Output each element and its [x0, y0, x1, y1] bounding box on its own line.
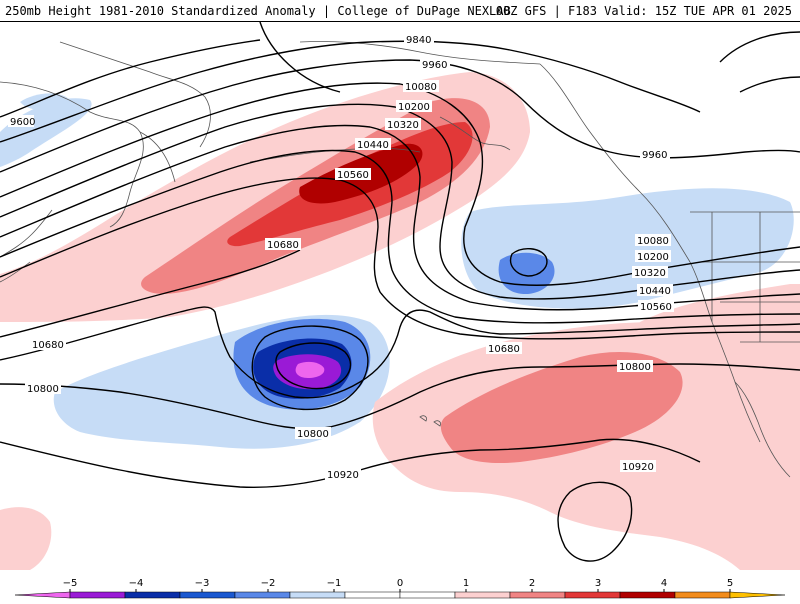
legend-color-swatch — [344, 591, 401, 599]
legend-tick-label: −3 — [195, 578, 210, 589]
contour-label-10680-b: 10680 — [32, 340, 64, 351]
map-header: 250mb Height 1981-2010 Standardized Anom… — [0, 0, 800, 22]
contour-label-10800-a: 10800 — [27, 384, 59, 395]
legend-color-swatch — [454, 591, 511, 599]
contour-label-10680-a: 10680 — [267, 240, 299, 251]
contour-label-10320-b: 10320 — [634, 268, 666, 279]
contour-labels: 9840 9960 9960 9600 10080 10080 10200 10… — [8, 33, 674, 481]
contour-label-10200-a: 10200 — [398, 102, 430, 113]
contour-label-10200-b: 10200 — [637, 252, 669, 263]
color-legend: −5 −4 −3 −2 −1 0 1 2 3 4 5 — [0, 570, 800, 600]
contour-label-10680-c: 10680 — [488, 344, 520, 355]
contour-label-10440-a: 10440 — [357, 140, 389, 151]
contour-label-10800-c: 10800 — [619, 362, 651, 373]
legend-color-swatch — [289, 591, 346, 599]
contour-label-10560-b: 10560 — [640, 302, 672, 313]
contour-label-10320-a: 10320 — [387, 120, 419, 131]
legend-tick-label: 0 — [397, 578, 403, 589]
contour-label-9960-b: 9960 — [642, 150, 667, 161]
legend-color-swatch — [729, 591, 786, 599]
legend-tick-label: −2 — [261, 578, 276, 589]
contour-label-10800-b: 10800 — [297, 429, 329, 440]
legend-color-swatch — [234, 591, 291, 599]
map-area: 9840 9960 9960 9600 10080 10080 10200 10… — [0, 22, 800, 570]
legend-color-swatch — [14, 591, 71, 599]
legend-color-swatch — [564, 591, 621, 599]
legend-color-swatch — [619, 591, 676, 599]
legend-tick-label: −5 — [63, 578, 78, 589]
legend-color-swatch — [124, 591, 181, 599]
contour-label-10080-a: 10080 — [405, 82, 437, 93]
color-legend-ticks: −5 −4 −3 −2 −1 0 1 2 3 4 5 — [63, 578, 733, 592]
color-legend-segments — [14, 591, 786, 599]
contour-label-9600: 9600 — [10, 117, 35, 128]
legend-tick-label: −1 — [327, 578, 342, 589]
contour-label-10920-b: 10920 — [622, 462, 654, 473]
contour-label-10440-b: 10440 — [639, 286, 671, 297]
legend-tick-label: 1 — [463, 578, 469, 589]
contour-label-9960-a: 9960 — [422, 60, 447, 71]
legend-tick-label: 3 — [595, 578, 601, 589]
contour-label-9840: 9840 — [406, 35, 431, 46]
legend-color-swatch — [179, 591, 236, 599]
legend-tick-label: −4 — [129, 578, 144, 589]
legend-tick-label: 4 — [661, 578, 667, 589]
legend-color-swatch — [674, 591, 731, 599]
legend-color-swatch — [509, 591, 566, 599]
color-legend-svg: −5 −4 −3 −2 −1 0 1 2 3 4 5 — [14, 578, 786, 599]
map-title: 250mb Height 1981-2010 Standardized Anom… — [5, 4, 511, 18]
legend-color-swatch — [399, 591, 456, 599]
contour-label-10080-b: 10080 — [637, 236, 669, 247]
run-info: 00Z GFS | F183 Valid: 15Z TUE APR 01 202… — [495, 4, 792, 18]
contour-label-10560-a: 10560 — [337, 170, 369, 181]
contour-label-10920-a: 10920 — [327, 470, 359, 481]
legend-tick-label: 2 — [529, 578, 535, 589]
map-canvas: 9840 9960 9960 9600 10080 10080 10200 10… — [0, 22, 800, 570]
legend-color-swatch — [69, 591, 126, 599]
legend-tick-label: 5 — [727, 578, 733, 589]
